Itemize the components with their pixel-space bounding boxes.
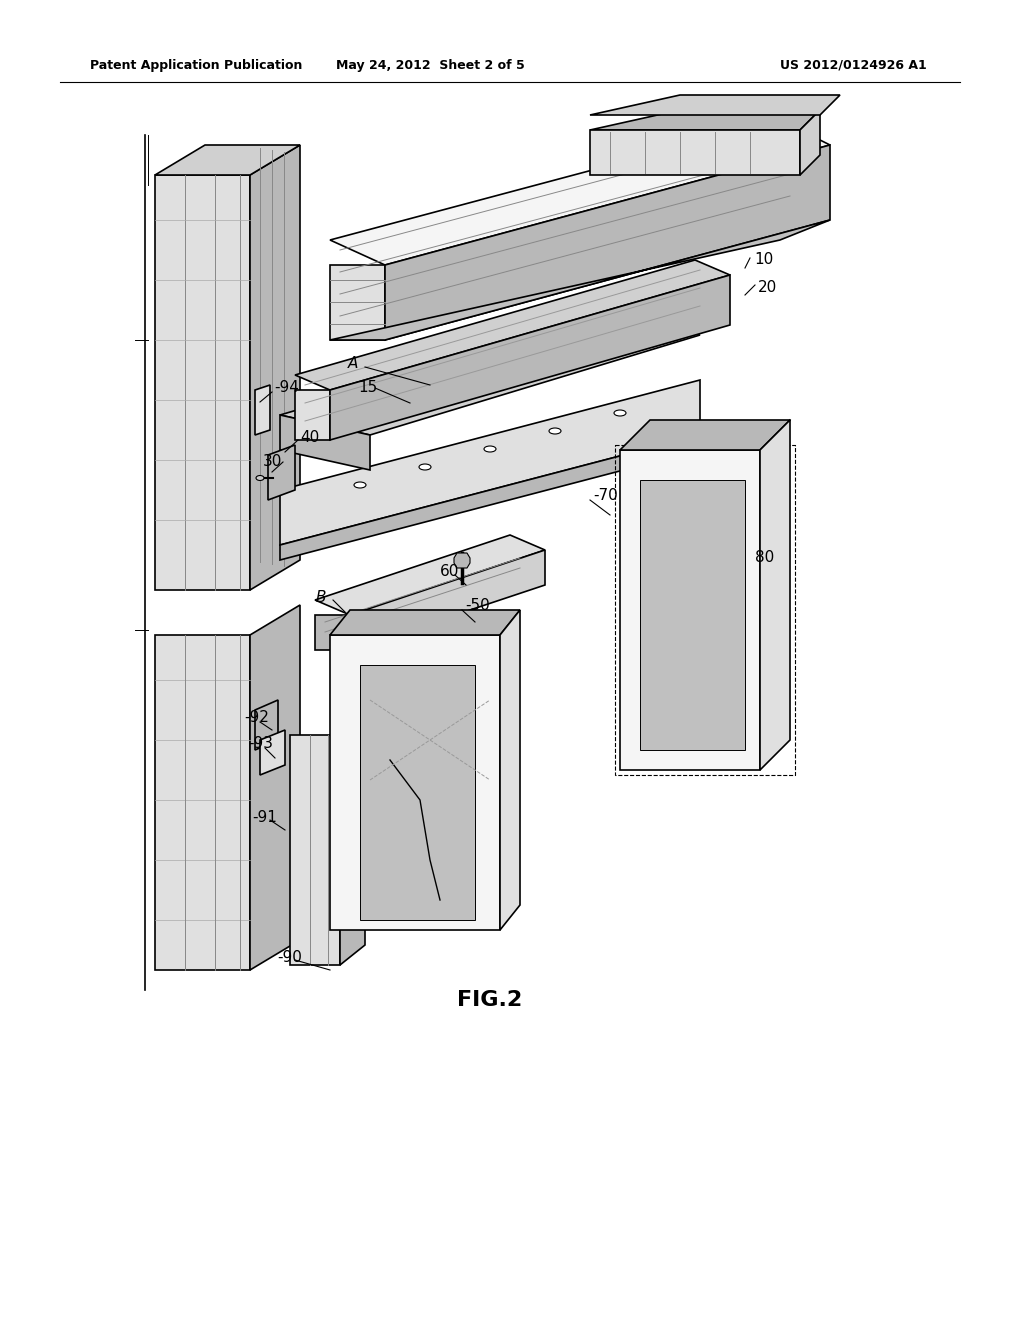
Text: A: A (348, 355, 358, 371)
Text: -93: -93 (248, 737, 273, 751)
Polygon shape (330, 120, 830, 265)
Polygon shape (155, 635, 250, 970)
Text: May 24, 2012  Sheet 2 of 5: May 24, 2012 Sheet 2 of 5 (336, 58, 524, 71)
Polygon shape (620, 450, 760, 770)
Polygon shape (280, 315, 700, 436)
Polygon shape (250, 605, 300, 970)
Polygon shape (315, 535, 545, 615)
Text: 60: 60 (440, 565, 460, 579)
Text: -94: -94 (274, 380, 299, 396)
Polygon shape (260, 730, 285, 775)
Text: B: B (316, 590, 327, 605)
Text: -92: -92 (244, 710, 269, 726)
Text: 15: 15 (358, 380, 377, 395)
Text: 20: 20 (758, 281, 777, 296)
Text: FIG.2: FIG.2 (458, 990, 522, 1010)
Polygon shape (340, 715, 365, 965)
Polygon shape (255, 700, 278, 750)
Text: -91: -91 (252, 809, 276, 825)
Polygon shape (590, 129, 800, 176)
Polygon shape (800, 110, 820, 176)
Polygon shape (760, 420, 790, 770)
Polygon shape (330, 265, 385, 341)
Ellipse shape (256, 475, 264, 480)
Polygon shape (280, 436, 700, 560)
Ellipse shape (549, 428, 561, 434)
Text: -50: -50 (465, 598, 489, 614)
Polygon shape (155, 176, 250, 590)
Text: 10: 10 (754, 252, 773, 268)
Ellipse shape (354, 482, 366, 488)
Polygon shape (290, 735, 340, 965)
Polygon shape (500, 610, 520, 931)
Ellipse shape (419, 465, 431, 470)
Text: Patent Application Publication: Patent Application Publication (90, 58, 302, 71)
Polygon shape (250, 145, 300, 590)
Polygon shape (640, 480, 745, 750)
Text: 30: 30 (263, 454, 283, 470)
Polygon shape (295, 389, 330, 440)
Polygon shape (280, 380, 700, 545)
Text: US 2012/0124926 A1: US 2012/0124926 A1 (780, 58, 927, 71)
Polygon shape (280, 414, 370, 470)
Polygon shape (315, 615, 350, 649)
Polygon shape (330, 220, 830, 341)
Text: -90: -90 (278, 949, 302, 965)
Text: 80: 80 (755, 550, 774, 565)
Polygon shape (295, 260, 730, 389)
Polygon shape (360, 665, 475, 920)
Text: -70: -70 (593, 488, 617, 503)
Polygon shape (268, 445, 295, 500)
Polygon shape (330, 275, 730, 440)
Ellipse shape (484, 446, 496, 451)
Ellipse shape (614, 411, 626, 416)
Polygon shape (590, 110, 820, 129)
Polygon shape (620, 420, 790, 450)
Polygon shape (454, 553, 470, 568)
Polygon shape (350, 550, 545, 649)
Polygon shape (155, 145, 300, 176)
Polygon shape (330, 635, 500, 931)
Polygon shape (590, 95, 840, 115)
Polygon shape (330, 610, 520, 635)
Text: 40: 40 (300, 429, 319, 445)
Polygon shape (255, 385, 270, 436)
Polygon shape (385, 145, 830, 341)
